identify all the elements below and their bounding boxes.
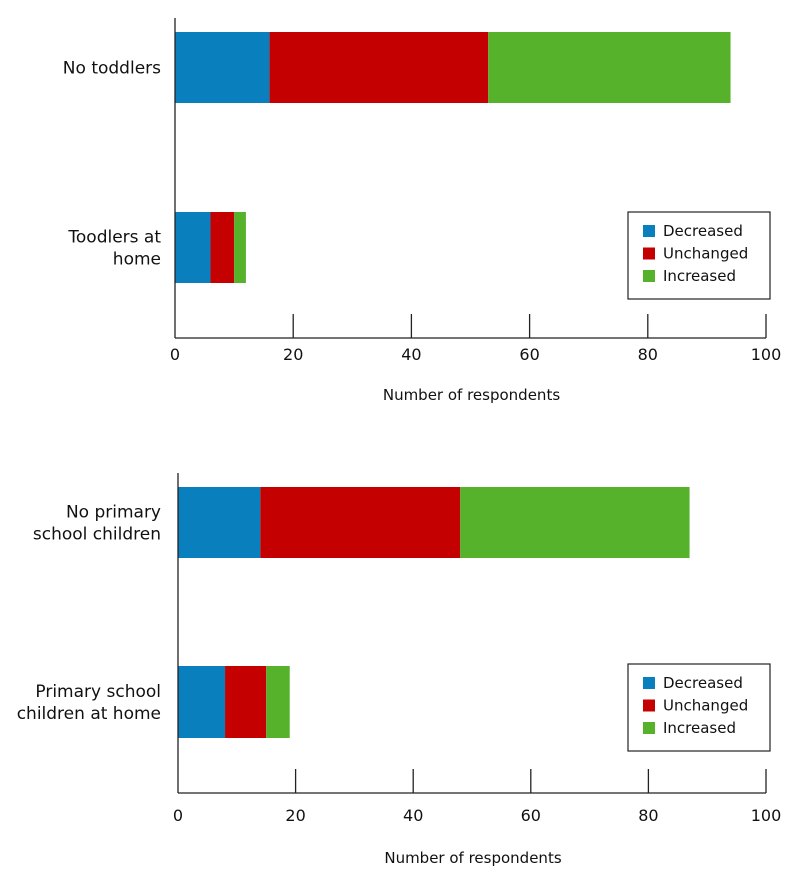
category-label: No toddlers	[63, 59, 161, 79]
legend-swatch-unchanged	[643, 699, 655, 712]
bar-segment-decreased-2	[175, 212, 211, 283]
legend: Decreased Unchanged Increased	[627, 663, 771, 752]
x-tick-label: 20	[283, 345, 303, 364]
bar-segment-increased-2	[266, 666, 290, 738]
legend-swatch-increased	[643, 270, 655, 282]
bar-segment-unchanged-2	[210, 212, 235, 283]
x-tick-label: 100	[751, 806, 782, 825]
x-tick-label: 100	[751, 345, 782, 364]
legend-label-decreased: Decreased	[663, 222, 743, 240]
legend-swatch-decreased	[643, 225, 655, 237]
bar-segment-unchanged-1	[260, 487, 461, 558]
x-tick-label: 20	[285, 806, 305, 825]
bar-segment-increased-1	[460, 487, 690, 558]
legend-box	[627, 211, 771, 300]
x-axis-title: Number of respondents	[384, 849, 561, 867]
x-tick-label: 0	[170, 345, 180, 364]
legend: Decreased Unchanged Increased	[627, 211, 771, 300]
x-tick-label: 60	[519, 345, 539, 364]
legend-label-increased: Increased	[663, 719, 736, 737]
category-label: Primary school	[35, 682, 161, 702]
legend-label-increased: Increased	[663, 267, 736, 285]
legend-swatch-decreased	[643, 677, 655, 689]
legend-swatch-increased	[643, 722, 655, 734]
x-tick-label: 80	[638, 345, 658, 364]
bar-segment-decreased-1	[175, 32, 270, 103]
bar-segment-increased-2	[234, 212, 246, 283]
x-tick-label: 60	[521, 806, 541, 825]
x-tick-label: 80	[638, 806, 658, 825]
category-label: No primary	[66, 503, 161, 523]
bar-segment-unchanged-1	[269, 32, 489, 103]
legend-label-decreased: Decreased	[663, 674, 743, 692]
category-label: children at home	[17, 704, 161, 724]
category-label: school children	[33, 525, 161, 545]
category-label: home	[113, 250, 161, 270]
x-tick-label: 40	[403, 806, 423, 825]
legend-swatch-unchanged	[643, 247, 655, 260]
bar-segment-decreased-2	[178, 666, 226, 738]
legend-label-unchanged: Unchanged	[663, 245, 748, 263]
bar-segment-decreased-1	[178, 487, 261, 558]
x-tick-label: 0	[173, 806, 183, 825]
x-axis-title: Number of respondents	[383, 386, 560, 404]
x-tick-label: 40	[401, 345, 421, 364]
category-label: Toodlers at	[67, 228, 161, 248]
bar-segment-increased-1	[488, 32, 731, 103]
legend-label-unchanged: Unchanged	[663, 697, 748, 715]
bar-segment-unchanged-2	[225, 666, 267, 738]
